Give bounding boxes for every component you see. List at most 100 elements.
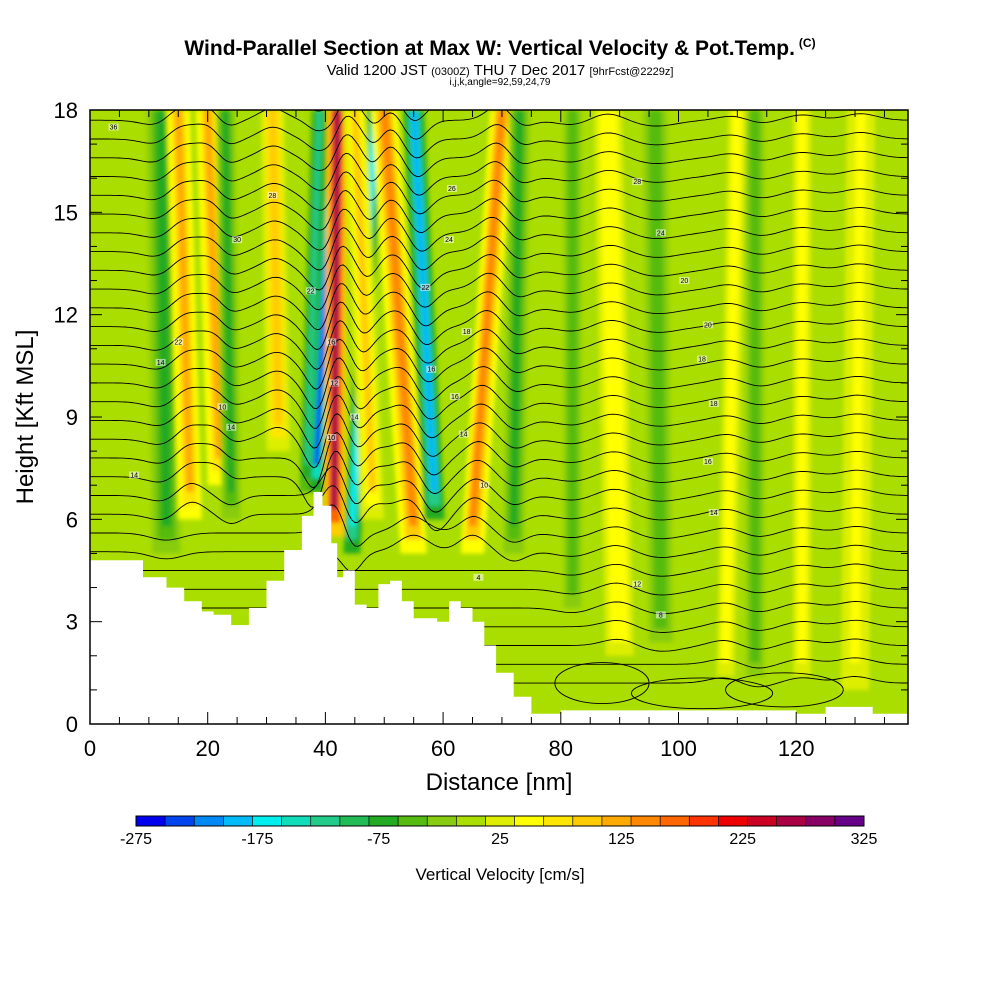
theta-label: 26 [446,184,457,193]
theta-label: 22 [305,287,316,295]
theta-contour [90,485,908,532]
theta-label-layer: 36 28 30 22 14 10 14 14 22 16 12 14 10 26 24 22 18 16 16 14… [108,123,719,619]
colorbar: -275 -175 -75 25 125 225 325 [120,815,877,848]
theta-label-text: 12 [330,380,338,387]
y-tick-label: 15 [54,200,78,225]
theta-label: 24 [443,236,454,244]
theta-label-bg [108,123,119,131]
theta-label-text: 36 [110,125,118,132]
colorbar-swatch [339,816,370,826]
theta-label: 22 [173,338,184,346]
y-tick-label: 6 [66,507,78,532]
theta-label: 14 [226,423,237,432]
theta-contour [90,245,908,291]
theta-label-bg [155,358,166,366]
w-band-14-2 [567,110,578,595]
theta-label-bg [697,355,708,363]
theta-label-bg [655,229,666,237]
w-band-15-2 [603,110,625,629]
theta-contour [90,115,908,159]
w-band-12-2 [468,110,506,527]
colorbar-tick-label: -275 [120,831,152,848]
colorbar-swatch [456,816,486,826]
y-tick-label: 18 [54,98,78,123]
theta-label: 16 [326,338,337,346]
theta-label-text: 18 [463,329,471,336]
theta-label-bg [449,393,460,401]
theta-label-bg [708,399,719,407]
theta-label-bg [473,573,484,581]
theta-label-text: 16 [704,459,712,466]
theta-label-bg [655,611,666,619]
theta-label-bg [479,481,490,489]
w-band-2-2 [203,110,224,458]
theta-label-text: 14 [130,472,138,479]
theta-contour [90,563,908,577]
y-tick-label: 3 [66,610,78,635]
theta-contour-closed [630,677,774,710]
theta-label: 22 [420,283,431,292]
colorbar-swatch [281,816,312,826]
theta-label: 8 [655,611,666,619]
colorbar-swatch [310,816,341,826]
theta-label: 14 [129,471,140,479]
terrain-mask [90,492,908,724]
theta-contour-closed [725,672,844,708]
theta-label-text: 26 [448,186,456,193]
y-tick-label: 12 [54,303,78,328]
colorbar-swatch [543,816,574,826]
theta-label-bg [349,413,360,421]
theta-contour [90,357,908,410]
theta-contour [90,152,908,196]
theta-label-text: 16 [451,394,459,401]
subtitle-forecast: [9hrFcst@2229z] [589,66,674,78]
theta-label-bg [217,403,228,411]
theta-contour [90,504,908,547]
theta-contour [90,208,908,252]
theta-label: 16 [426,365,437,374]
theta-label-text: 14 [710,510,718,517]
theta-label-bg [708,509,719,517]
colorbar-swatch [776,816,807,826]
theta-contour [90,264,908,311]
colorbar-swatch [514,816,544,826]
colorbar-swatch [427,816,457,826]
theta-label: 36 [108,123,119,132]
w-band-3-2 [222,110,235,493]
w-band-11-2 [410,110,438,493]
colorbar-swatch [572,816,603,826]
theta-label-text: 12 [633,582,641,589]
theta-label: 28 [267,191,278,200]
theta-label: 14 [458,430,469,439]
w-band-4-2 [268,110,283,424]
theta-label-text: 24 [445,237,453,244]
theta-label-bg [232,236,243,244]
colorbar-swatch [834,816,865,826]
chart-title: Wind-Parallel Section at Max W: Vertical… [0,36,1000,61]
theta-label-bg [305,287,316,295]
theta-label-text: 22 [307,288,315,295]
x-tick-label: 20 [195,736,219,761]
colorbar-swatch [252,816,282,826]
colorbar-tick-label: -175 [241,831,273,848]
y-tick-label: 9 [66,405,78,430]
colorbar-swatch [136,816,166,826]
theta-label-text: 28 [633,179,641,186]
theta-label-text: 10 [219,404,227,411]
colorbar-swatch [718,816,748,826]
colorbar-swatch [485,816,515,826]
theta-label: 18 [697,355,708,364]
theta-contour [90,110,908,140]
subtitle-date: THU 7 Dec 2017 [473,62,586,79]
theta-label-bg [632,178,643,186]
colorbar-swatch [631,816,661,826]
theta-label-text: 10 [480,483,488,490]
x-axis-label: Distance [nm] [426,769,573,796]
theta-label: 4 [473,573,484,582]
x-tick-label: 80 [549,736,573,761]
theta-label-text: 8 [659,612,663,619]
colorbar-swatch [747,816,777,826]
theta-contour [90,466,908,513]
theta-label: 18 [708,399,719,408]
